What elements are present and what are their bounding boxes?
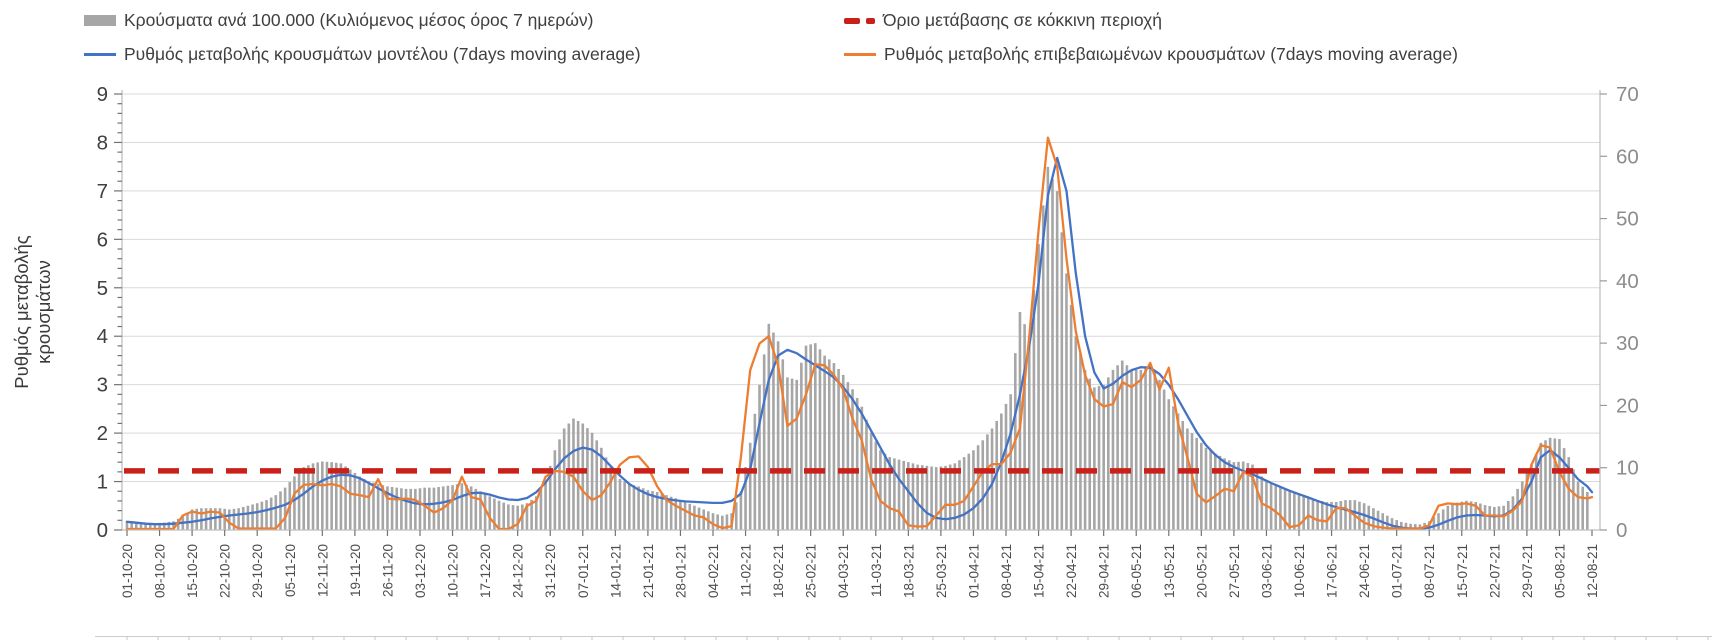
svg-text:11-03-21: 11-03-21 bbox=[869, 544, 884, 597]
svg-text:50: 50 bbox=[1616, 208, 1639, 231]
svg-text:30: 30 bbox=[1616, 332, 1639, 355]
gridlines bbox=[122, 93, 1600, 483]
legend-item-red-threshold: Όριο μετάβασης σε κόκκινη περιοχή bbox=[844, 10, 1162, 31]
svg-text:03-06-21: 03-06-21 bbox=[1259, 544, 1274, 598]
svg-text:9: 9 bbox=[97, 83, 108, 106]
svg-text:8: 8 bbox=[97, 131, 108, 154]
svg-text:07-01-21: 07-01-21 bbox=[576, 544, 591, 598]
svg-text:01-10-20: 01-10-20 bbox=[120, 544, 135, 598]
svg-text:29-07-21: 29-07-21 bbox=[1520, 544, 1535, 598]
y-left-ticks-and-labels: 0 1 2 3 4 5 6 7 8 9 bbox=[97, 83, 122, 542]
legend-label-cases-per-100k: Κρούσματα ανά 100.000 (Κυλιόμενος μέσος … bbox=[124, 10, 594, 30]
svg-text:13-05-21: 13-05-21 bbox=[1162, 544, 1177, 598]
svg-text:17-12-20: 17-12-20 bbox=[478, 544, 493, 598]
svg-text:04-02-21: 04-02-21 bbox=[706, 544, 721, 598]
svg-text:26-11-20: 26-11-20 bbox=[380, 544, 395, 597]
svg-text:22-07-21: 22-07-21 bbox=[1487, 544, 1502, 598]
x-axis-ticks-and-labels: 01-10-20 08-10-20 15-10-20 22-10-20 29-10-20… bbox=[120, 530, 1600, 598]
svg-text:22-04-21: 22-04-21 bbox=[1064, 544, 1079, 598]
svg-text:7: 7 bbox=[97, 180, 108, 203]
svg-text:0: 0 bbox=[1616, 519, 1627, 542]
svg-text:18-02-21: 18-02-21 bbox=[771, 544, 786, 598]
svg-text:20-05-21: 20-05-21 bbox=[1194, 544, 1209, 598]
svg-text:22-10-20: 22-10-20 bbox=[218, 544, 233, 598]
bars-cases-per-100k bbox=[125, 166, 1589, 531]
svg-text:08-04-21: 08-04-21 bbox=[999, 544, 1014, 598]
svg-text:15-04-21: 15-04-21 bbox=[1032, 544, 1047, 598]
svg-text:31-12-20: 31-12-20 bbox=[543, 544, 558, 598]
svg-text:05-11-20: 05-11-20 bbox=[283, 544, 298, 597]
svg-text:10-06-21: 10-06-21 bbox=[1292, 544, 1307, 598]
svg-text:12-08-21: 12-08-21 bbox=[1585, 544, 1600, 598]
svg-text:40: 40 bbox=[1616, 270, 1639, 293]
svg-text:70: 70 bbox=[1616, 83, 1639, 106]
legend-label-confirmed-rate: Ρυθμός μεταβολής επιβεβαιωμένων κρουσμάτ… bbox=[884, 44, 1458, 64]
model-rate-line bbox=[125, 156, 1594, 530]
svg-text:5: 5 bbox=[97, 277, 108, 300]
svg-text:18-03-21: 18-03-21 bbox=[901, 544, 916, 598]
svg-text:21-01-21: 21-01-21 bbox=[641, 544, 656, 598]
legend-label-red-threshold: Όριο μετάβασης σε κόκκινη περιοχή bbox=[883, 10, 1163, 30]
y-right-ticks-and-labels: 0 10 20 30 40 50 60 70 bbox=[1600, 83, 1639, 542]
svg-text:04-03-21: 04-03-21 bbox=[836, 544, 851, 598]
y-axis-title: Ρυθμός μεταβολής κρουσμάτων bbox=[11, 235, 54, 389]
svg-text:15-10-20: 15-10-20 bbox=[185, 544, 200, 598]
svg-text:15-07-21: 15-07-21 bbox=[1455, 544, 1470, 598]
confirmed-rate-line bbox=[125, 136, 1594, 531]
svg-text:1: 1 bbox=[97, 471, 108, 494]
svg-text:17-06-21: 17-06-21 bbox=[1325, 544, 1340, 598]
svg-text:14-01-21: 14-01-21 bbox=[608, 544, 623, 598]
svg-text:08-07-21: 08-07-21 bbox=[1422, 544, 1437, 598]
svg-text:10-12-20: 10-12-20 bbox=[446, 544, 461, 598]
svg-text:11-02-21: 11-02-21 bbox=[739, 544, 754, 597]
svg-text:3: 3 bbox=[97, 374, 108, 397]
svg-text:28-01-21: 28-01-21 bbox=[673, 544, 688, 598]
legend-item-model-rate: Ρυθμός μεταβολής κρουσμάτων μοντέλου (7d… bbox=[84, 44, 641, 65]
svg-text:2: 2 bbox=[97, 422, 108, 445]
svg-text:6: 6 bbox=[97, 228, 108, 251]
bottom-divider bbox=[95, 636, 1712, 640]
confirmed-line-icon bbox=[844, 53, 876, 56]
svg-text:05-08-21: 05-08-21 bbox=[1552, 544, 1567, 598]
svg-text:0: 0 bbox=[97, 519, 108, 542]
svg-text:29-04-21: 29-04-21 bbox=[1097, 544, 1112, 598]
svg-text:4: 4 bbox=[97, 325, 108, 348]
svg-text:08-10-20: 08-10-20 bbox=[153, 544, 168, 598]
svg-text:06-05-21: 06-05-21 bbox=[1129, 544, 1144, 598]
model-line-icon bbox=[84, 53, 116, 56]
svg-text:29-10-20: 29-10-20 bbox=[250, 544, 265, 598]
svg-text:20: 20 bbox=[1616, 394, 1639, 417]
svg-text:01-07-21: 01-07-21 bbox=[1390, 544, 1405, 598]
svg-text:24-06-21: 24-06-21 bbox=[1357, 544, 1372, 598]
svg-text:19-11-20: 19-11-20 bbox=[348, 544, 363, 597]
legend-item-cases-per-100k: Κρούσματα ανά 100.000 (Κυλιόμενος μέσος … bbox=[84, 10, 593, 31]
svg-text:01-04-21: 01-04-21 bbox=[966, 544, 981, 598]
svg-text:60: 60 bbox=[1616, 145, 1639, 168]
svg-text:10: 10 bbox=[1616, 457, 1639, 480]
svg-text:03-12-20: 03-12-20 bbox=[413, 544, 428, 598]
svg-text:24-12-20: 24-12-20 bbox=[511, 544, 526, 598]
svg-text:25-03-21: 25-03-21 bbox=[934, 544, 949, 598]
svg-text:27-05-21: 27-05-21 bbox=[1227, 544, 1242, 598]
threshold-dash-icon bbox=[844, 17, 875, 24]
legend-label-model-rate: Ρυθμός μεταβολής κρουσμάτων μοντέλου (7d… bbox=[124, 44, 641, 64]
svg-text:12-11-20: 12-11-20 bbox=[315, 544, 330, 597]
bar-swatch-icon bbox=[84, 15, 116, 26]
axes bbox=[121, 90, 1601, 531]
legend-item-confirmed-rate: Ρυθμός μεταβολής επιβεβαιωμένων κρουσμάτ… bbox=[844, 44, 1458, 65]
svg-text:25-02-21: 25-02-21 bbox=[804, 544, 819, 598]
